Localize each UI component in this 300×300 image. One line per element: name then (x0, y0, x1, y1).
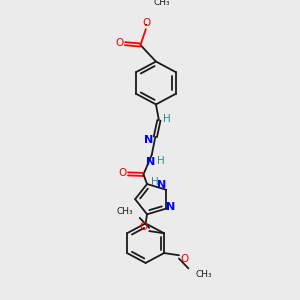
Text: H: H (157, 156, 165, 166)
Text: O: O (181, 254, 189, 264)
Text: CH₃: CH₃ (153, 0, 170, 7)
Text: O: O (118, 168, 126, 178)
Text: N: N (157, 180, 167, 190)
Text: N: N (144, 135, 153, 145)
Text: N: N (146, 158, 155, 167)
Text: H: H (164, 114, 171, 124)
Text: H: H (151, 177, 159, 187)
Text: O: O (116, 38, 124, 48)
Text: CH₃: CH₃ (117, 207, 133, 216)
Text: CH₃: CH₃ (195, 270, 211, 279)
Text: O: O (142, 18, 150, 28)
Text: O: O (139, 222, 147, 232)
Text: N: N (167, 202, 176, 212)
